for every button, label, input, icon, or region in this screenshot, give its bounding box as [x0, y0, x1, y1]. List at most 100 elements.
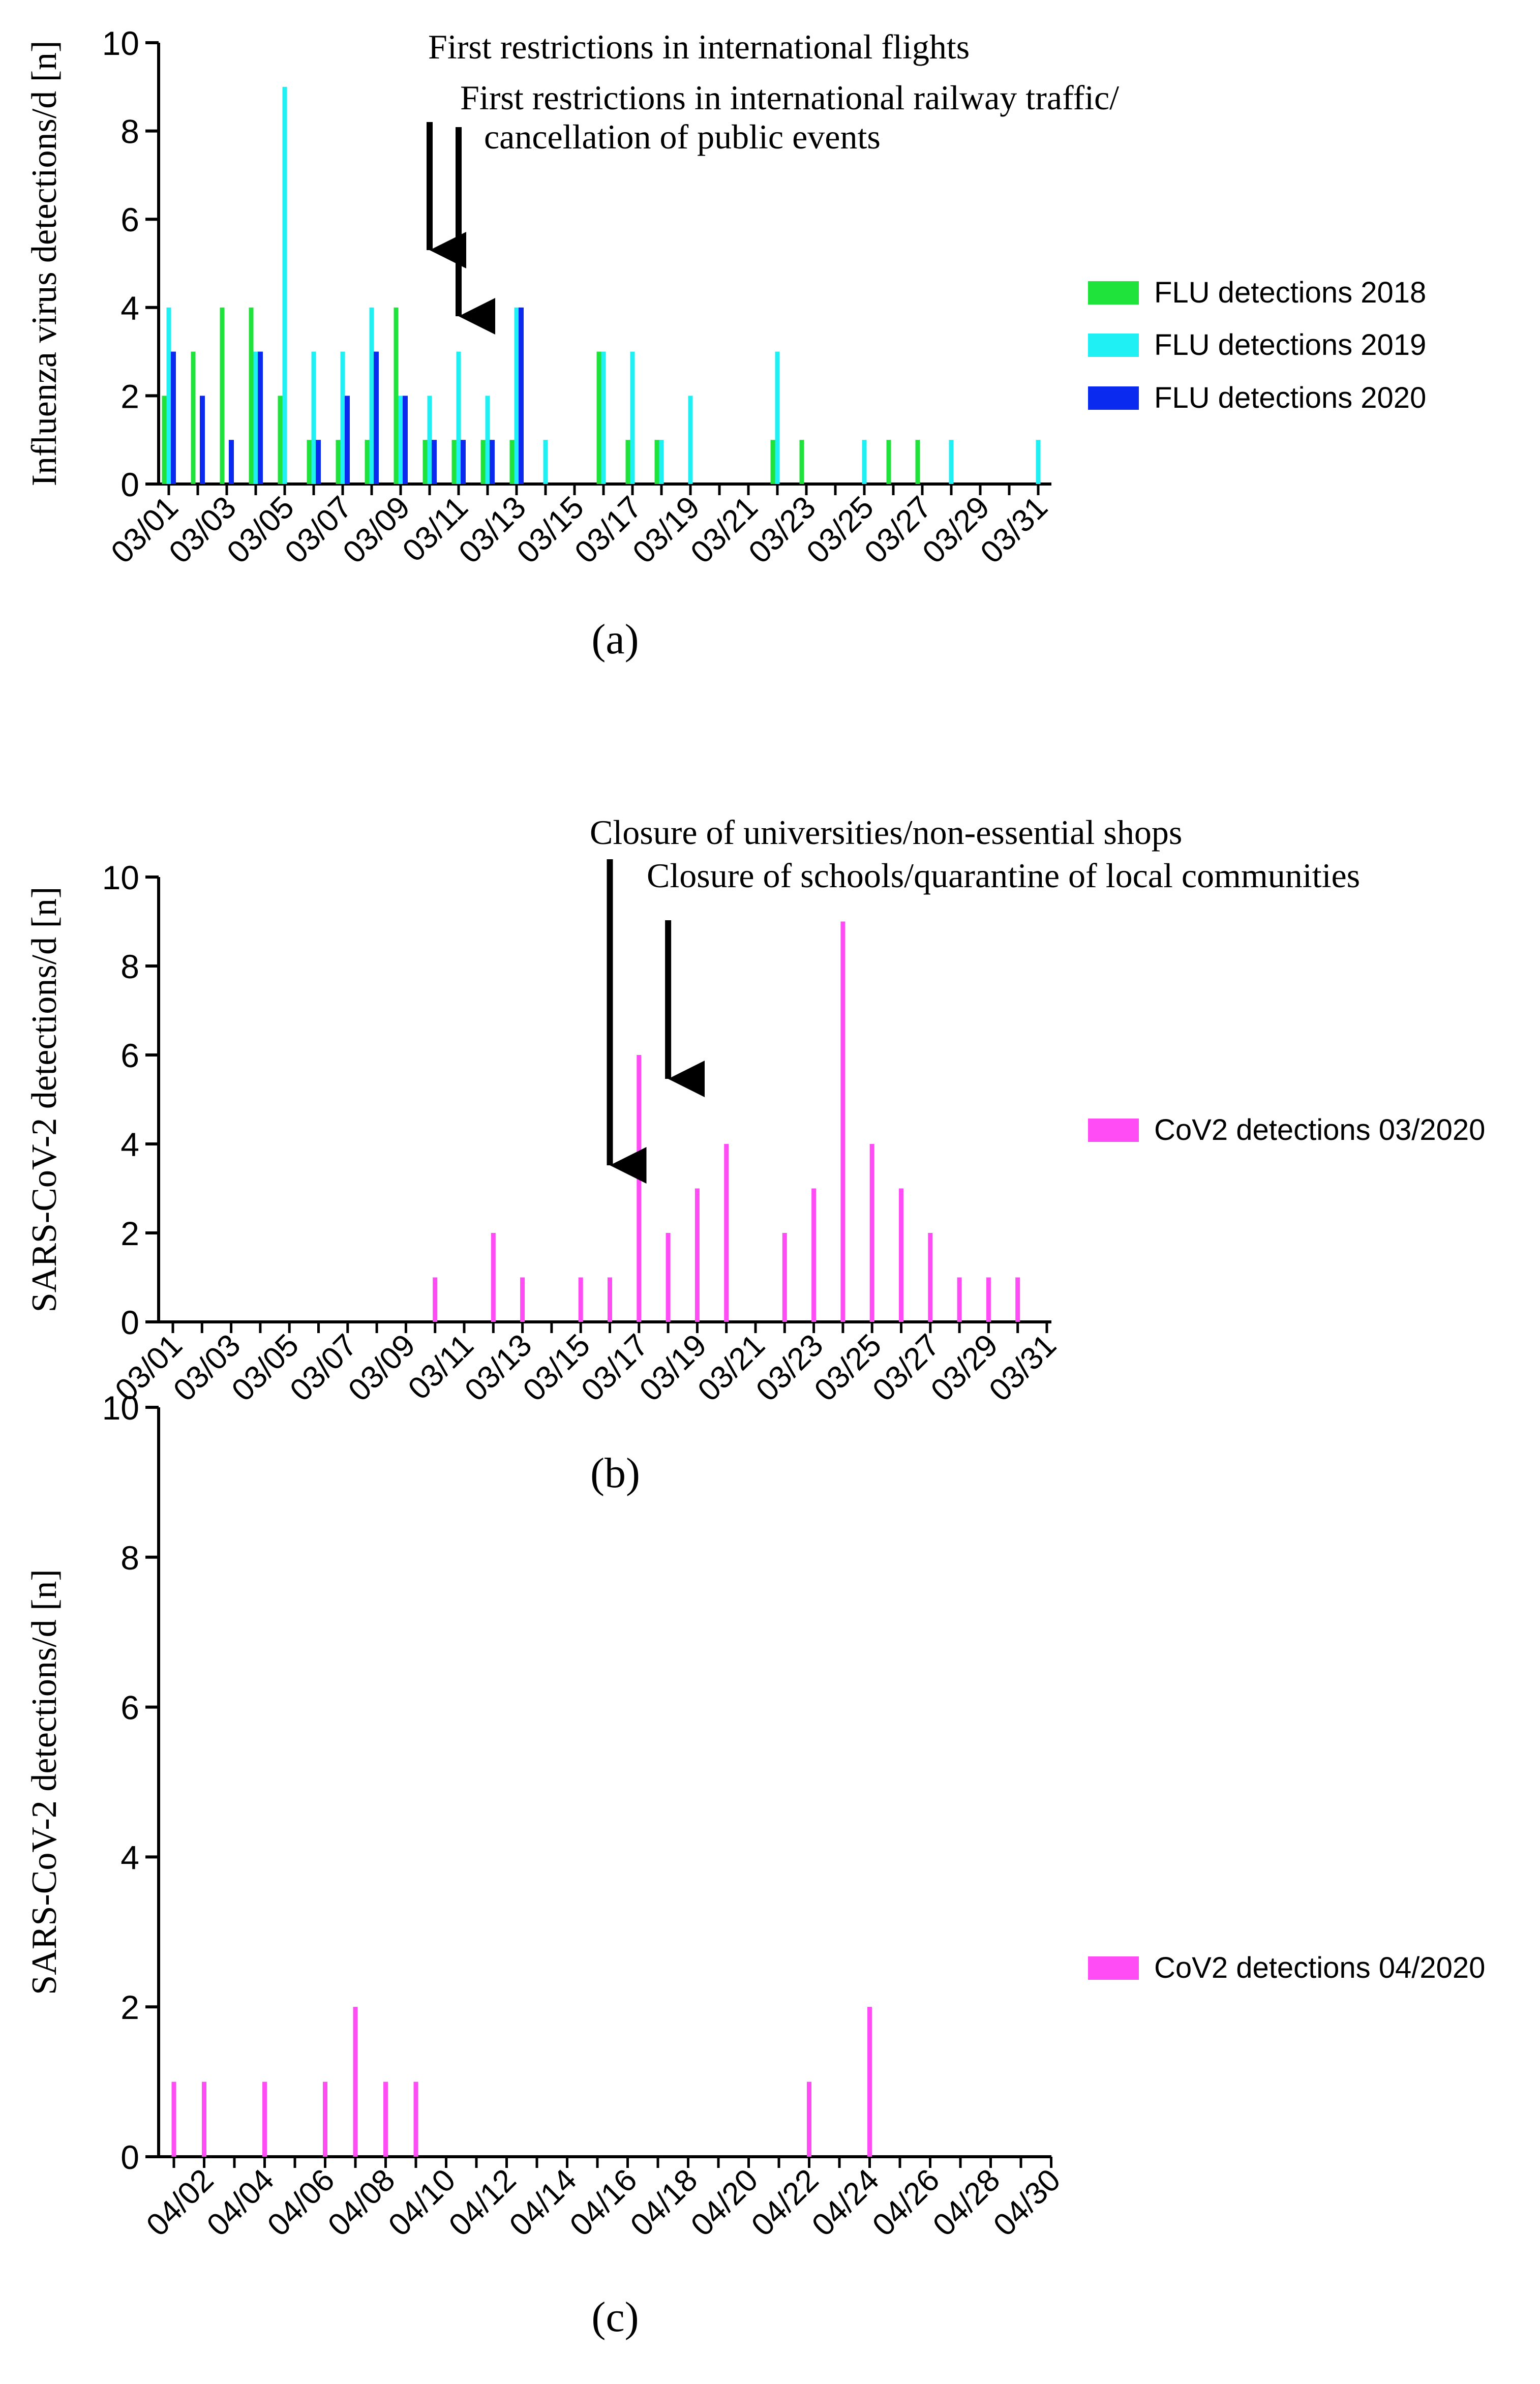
bar-3: [258, 351, 263, 484]
annotation-text: Closure of universities/non-essential sh…: [590, 813, 1182, 852]
x-tick-label: 03/05: [225, 1327, 306, 1408]
bar-1: [840, 921, 846, 1322]
bar-1: [220, 307, 225, 484]
bar-2: [485, 396, 490, 484]
y-tick-label: 0: [120, 466, 139, 503]
x-tick-label: 04/30: [987, 2162, 1068, 2243]
x-tick-label: 04/08: [321, 2162, 402, 2243]
bar-1: [608, 1277, 612, 1322]
bar-1: [867, 2007, 872, 2157]
x-tick-label: 03/15: [517, 1327, 597, 1408]
bar-2: [543, 440, 548, 484]
x-tick-label: 03/27: [866, 1327, 947, 1408]
bar-2: [166, 307, 171, 484]
bar-2: [1036, 440, 1041, 484]
y-tick-label: 0: [120, 2138, 139, 2176]
bar-2: [369, 307, 374, 484]
bar-3: [200, 396, 205, 484]
bar-2: [456, 351, 461, 484]
bar-1: [509, 440, 515, 484]
bar-3: [316, 440, 321, 484]
legend-label: FLU detections 2018: [1154, 276, 1426, 309]
y-tick-label: 6: [120, 201, 139, 238]
x-tick-label: 03/25: [808, 1327, 889, 1408]
panel-caption: (c): [591, 2294, 639, 2341]
x-tick-label: 04/06: [261, 2162, 342, 2243]
x-tick-label: 04/16: [563, 2162, 644, 2243]
legend-label: FLU detections 2019: [1154, 328, 1426, 361]
bar-2: [514, 307, 519, 484]
bar-3: [461, 440, 466, 484]
bar-1: [262, 2081, 267, 2157]
y-tick-label: 10: [102, 859, 139, 896]
x-tick-label: 03/23: [742, 490, 823, 570]
bar-2: [282, 86, 287, 485]
y-tick-label: 4: [120, 289, 139, 327]
bar-2: [601, 351, 606, 484]
y-tick-label: 2: [120, 377, 139, 415]
y-axis-title: SARS-CoV-2 detections/d [n]: [25, 887, 64, 1312]
y-tick-label: 8: [120, 1539, 139, 1577]
bar-2: [398, 396, 403, 484]
x-tick-label: 04/12: [442, 2162, 523, 2243]
y-tick-label: 8: [120, 948, 139, 985]
bar-1: [191, 351, 196, 484]
bar-1: [869, 1144, 874, 1322]
bar-1: [637, 1055, 642, 1322]
panel-caption: (b): [590, 1450, 640, 1497]
bar-1: [770, 440, 775, 484]
bar-2: [427, 396, 432, 484]
bar-1: [782, 1233, 787, 1322]
x-tick-label: 04/10: [382, 2162, 463, 2243]
x-tick-label: 03/29: [916, 490, 997, 570]
bar-1: [433, 1277, 438, 1322]
x-tick-label: 04/22: [745, 2162, 826, 2243]
y-tick-label: 10: [102, 24, 139, 62]
bar-2: [253, 351, 258, 484]
x-tick-label: 04/14: [503, 2162, 584, 2243]
bar-1: [596, 351, 601, 484]
bar-3: [403, 396, 408, 484]
annotation-text-line2: cancellation of public events: [484, 117, 881, 156]
x-tick-label: 03/03: [162, 490, 243, 570]
annotation-text: First restrictions in international rail…: [460, 78, 1119, 117]
x-tick-label: 04/02: [140, 2162, 221, 2243]
x-tick-label: 03/17: [568, 490, 649, 570]
bar-1: [383, 2081, 388, 2157]
legend-label: CoV2 detections 03/2020: [1154, 1113, 1485, 1146]
chart-panel-a: 0 2 4 6 8 10 Influenza virus detections/d [n] 0…: [25, 24, 1426, 663]
bar-1: [899, 1188, 903, 1322]
bar-2: [630, 351, 635, 484]
bar-1: [724, 1144, 729, 1322]
bar-1: [323, 2081, 327, 2157]
bar-3: [519, 307, 524, 484]
y-tick-label: 0: [120, 1304, 139, 1341]
bar-1: [394, 307, 399, 484]
bar-3: [374, 351, 379, 484]
bar-1: [365, 440, 370, 484]
x-tick-label: 03/03: [167, 1327, 248, 1408]
x-tick-label: 03/31: [982, 1327, 1063, 1408]
x-tick-label: 04/26: [866, 2162, 947, 2243]
x-tick-label: 04/20: [684, 2162, 765, 2243]
x-tick-label: 03/07: [283, 1327, 364, 1408]
x-tick-label: 03/21: [691, 1327, 772, 1408]
legend-swatch: [1088, 281, 1139, 305]
bar-1: [422, 440, 428, 484]
legend-swatch: [1088, 386, 1139, 410]
bar-1: [162, 396, 167, 484]
y-tick-label: 10: [102, 1389, 139, 1427]
x-tick-label: 03/27: [858, 490, 939, 570]
bar-2: [688, 396, 693, 484]
bar-1: [986, 1277, 991, 1322]
bar-3: [490, 440, 495, 484]
legend-swatch: [1088, 334, 1139, 357]
y-tick-label: 6: [120, 1689, 139, 1727]
bar-1: [171, 2081, 176, 2157]
y-tick-label: 4: [120, 1838, 139, 1876]
bar-1: [413, 2081, 418, 2157]
panel-caption: (a): [591, 616, 639, 663]
bar-1: [520, 1277, 525, 1322]
bar-3: [432, 440, 437, 484]
